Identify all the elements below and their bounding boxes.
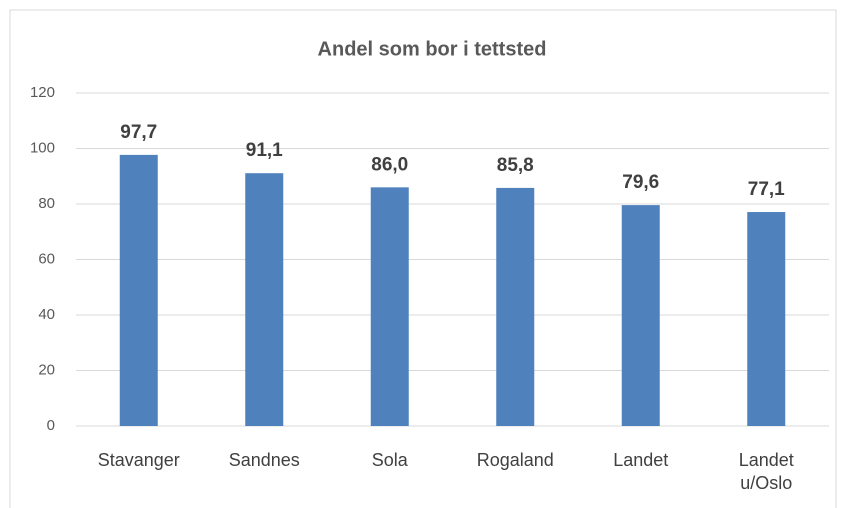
x-tick-label: Rogaland: [476, 450, 554, 470]
bar: [119, 154, 158, 426]
y-tick-label: 40: [38, 306, 55, 323]
x-tick-label: Sandnes: [228, 450, 300, 470]
data-label: 91,1: [246, 140, 283, 161]
data-label: 77,1: [748, 179, 785, 200]
x-tick-label: Sola: [371, 450, 408, 470]
bar: [747, 212, 786, 426]
data-label: 86,0: [371, 154, 408, 175]
bar: [496, 187, 535, 426]
data-label: 85,8: [497, 155, 534, 176]
bar: [621, 205, 660, 426]
y-tick-label: 20: [38, 361, 55, 378]
y-tick-label: 120: [30, 84, 55, 101]
bar: [370, 187, 409, 426]
x-tick-label: Stavanger: [97, 450, 180, 470]
bar: [245, 173, 284, 426]
y-tick-label: 80: [38, 195, 55, 212]
chart-title: Andel som bor i tettsted: [318, 38, 547, 60]
y-tick-label: 0: [47, 417, 55, 434]
x-tick-label: Landet: [613, 450, 669, 470]
y-tick-label: 100: [30, 139, 55, 156]
x-tick-label: Landet u/Oslo: [738, 450, 794, 493]
data-label: 79,6: [622, 172, 659, 193]
y-tick-label: 60: [38, 250, 55, 267]
data-label: 97,7: [120, 122, 157, 143]
